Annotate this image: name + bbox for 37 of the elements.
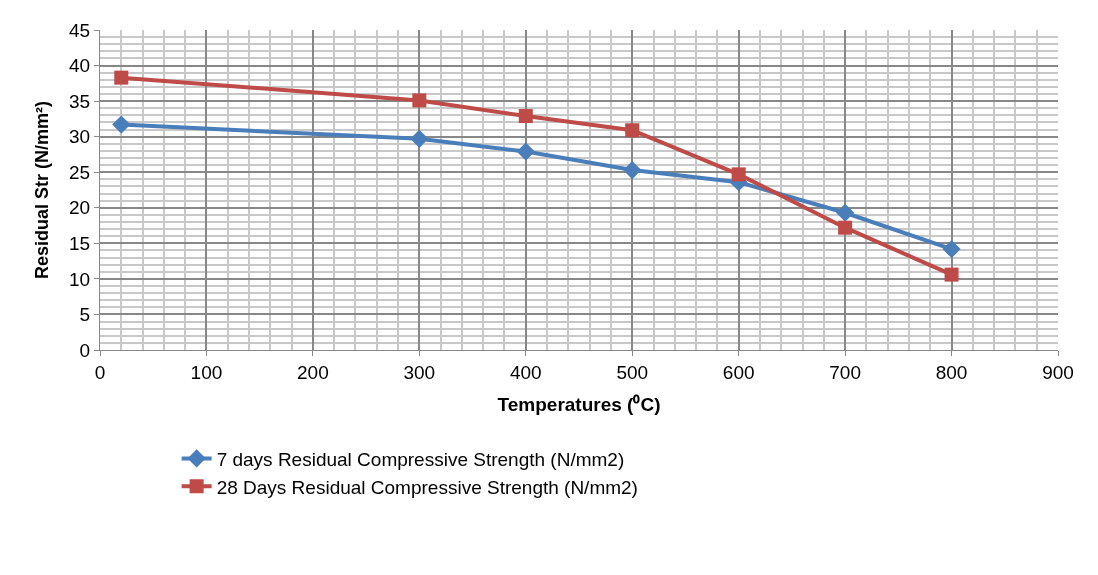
x-axis-title: Temperatures (⁰C) — [497, 393, 661, 415]
y-tick-label: 15 — [69, 232, 91, 254]
point — [836, 203, 855, 222]
x-tick-label: 800 — [935, 361, 968, 383]
point — [942, 239, 961, 259]
y-tick-label: 30 — [69, 126, 91, 148]
point — [516, 142, 535, 161]
x-tick-label: 100 — [190, 361, 223, 383]
x-tick-label: 400 — [509, 361, 542, 383]
legend-label: 28 Days Residual Compressive Strength (N/mm2) — [216, 476, 638, 498]
point — [412, 93, 427, 108]
x-tick-label: 200 — [297, 361, 329, 383]
x-tick-label: 700 — [829, 361, 861, 383]
y-tick-label: 10 — [69, 268, 91, 290]
y-tick-label: 35 — [69, 90, 91, 112]
y-tick-label: 0 — [79, 339, 91, 361]
x-tick-label: 0 — [94, 361, 106, 383]
x-tick-label: 500 — [616, 361, 649, 383]
y-tick-label: 40 — [69, 55, 91, 77]
point — [518, 109, 533, 124]
point — [731, 167, 746, 182]
x-tick-label: 600 — [722, 361, 755, 383]
legend-label: 7 days Residual Compressive Strength (N/mm2) — [216, 448, 625, 470]
point — [625, 123, 640, 138]
point — [838, 220, 853, 235]
point — [623, 160, 642, 180]
y-tick-label: 20 — [69, 197, 91, 219]
y-tick-label: 45 — [69, 19, 91, 41]
x-tick-label: 300 — [403, 361, 436, 383]
x-tick-label: 900 — [1042, 361, 1074, 383]
point — [114, 70, 129, 85]
y-axis-title: Residual Str (N/mm²) — [32, 100, 53, 280]
y-tick-label: 25 — [69, 161, 91, 183]
point — [410, 129, 429, 148]
point — [944, 267, 959, 282]
point — [112, 115, 131, 134]
y-tick-label: 5 — [79, 304, 91, 326]
